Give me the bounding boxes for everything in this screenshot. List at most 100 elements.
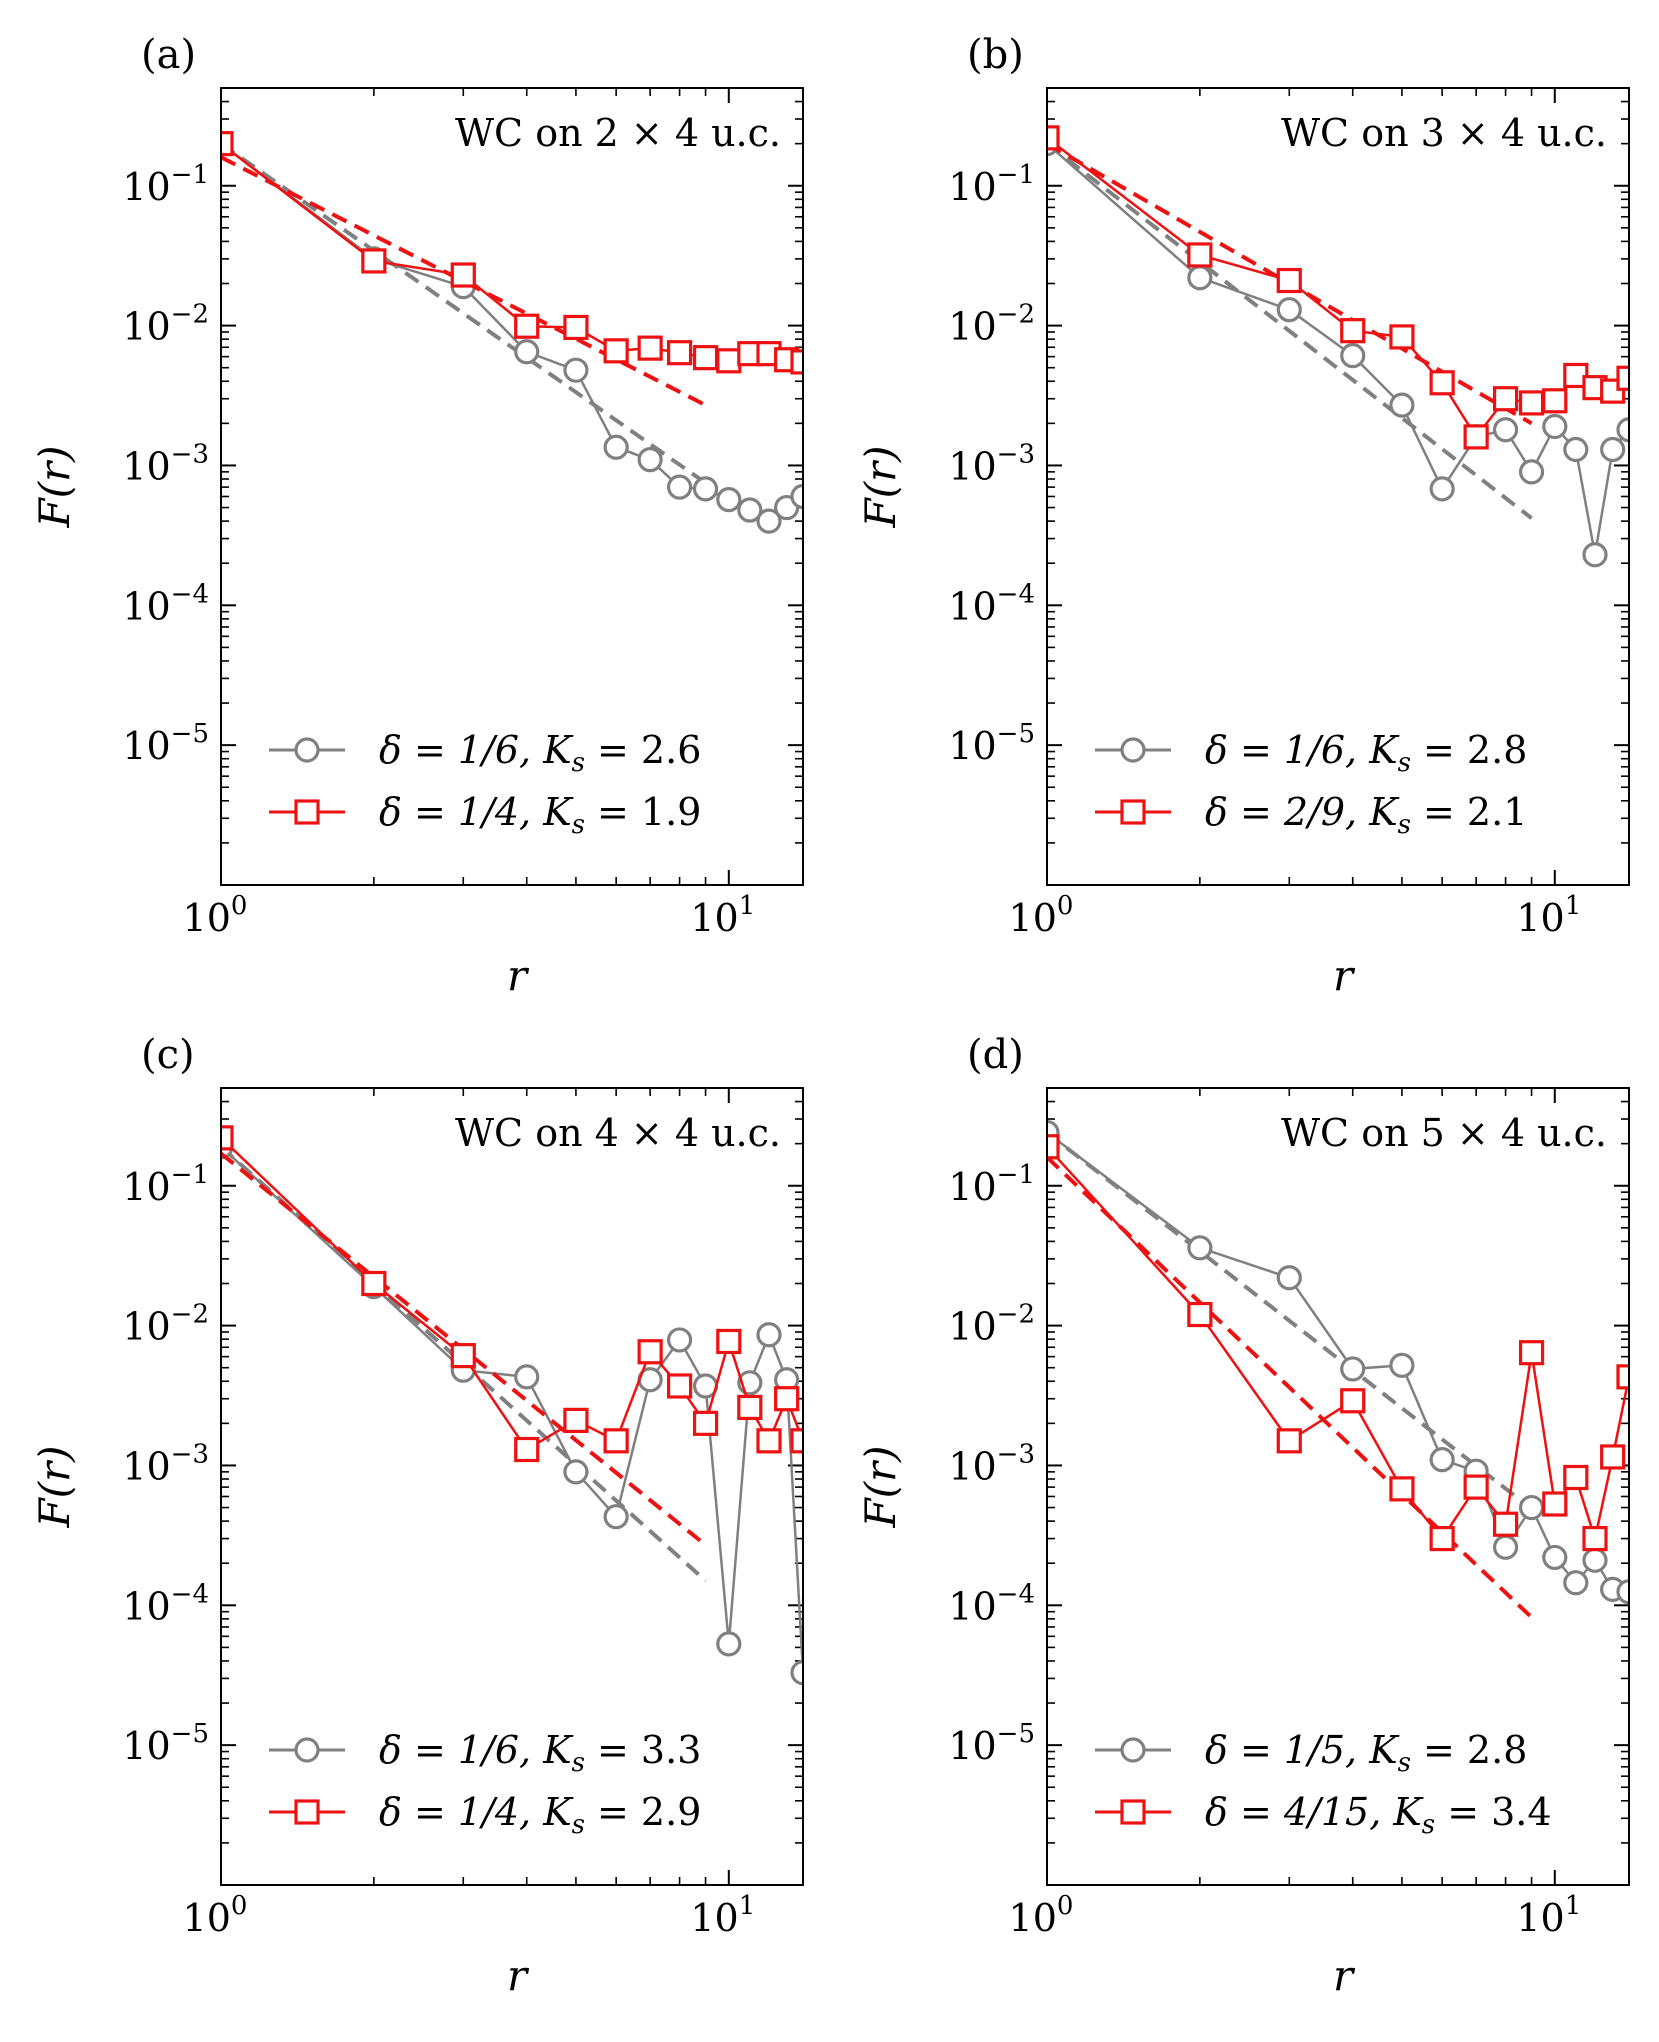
plot-frame bbox=[220, 87, 804, 886]
series-2 bbox=[221, 1125, 803, 1547]
legend-label-main: δ = 1/6, K bbox=[379, 1728, 574, 1772]
x-tick-base: 10 bbox=[183, 896, 231, 940]
y-tick-exponent: −1 bbox=[997, 1160, 1035, 1190]
data-point bbox=[716, 348, 742, 374]
legend-label: δ = 2/9, Ks = 2.1 bbox=[1205, 790, 1527, 840]
data-point bbox=[1429, 1447, 1455, 1473]
x-tick-label: 100 bbox=[1009, 891, 1074, 940]
data-point bbox=[1518, 1494, 1545, 1521]
data-point bbox=[1616, 1364, 1629, 1390]
legend-label: δ = 1/4, Ks = 2.9 bbox=[379, 1790, 701, 1840]
y-tick-exponent: −4 bbox=[171, 1579, 209, 1609]
data-point bbox=[450, 262, 476, 288]
y-tick-base: 10 bbox=[122, 1724, 170, 1768]
y-tick-base: 10 bbox=[948, 1305, 996, 1349]
y-tick-exponent: −5 bbox=[171, 719, 209, 749]
y-tick-base: 10 bbox=[948, 1444, 996, 1488]
legend-label-sub: s bbox=[572, 748, 585, 778]
legend-label-sub: s bbox=[1398, 810, 1411, 840]
data-point bbox=[603, 1428, 629, 1454]
legend: δ = 1/5, Ks = 2.8δ = 4/15, Ks = 3.4 bbox=[1095, 1728, 1552, 1840]
plot-area bbox=[1047, 125, 1629, 568]
data-point bbox=[563, 357, 589, 383]
data-point bbox=[1429, 370, 1455, 396]
data-point bbox=[716, 1328, 742, 1355]
data-point bbox=[1463, 1474, 1489, 1500]
y-tick-base: 10 bbox=[122, 444, 170, 488]
plot-area bbox=[221, 1125, 803, 1686]
data-point bbox=[563, 1459, 589, 1485]
series-line bbox=[1047, 142, 1629, 555]
y-tick-label: 10−2 bbox=[948, 300, 1035, 349]
fit-line bbox=[1047, 142, 1533, 520]
y-tick-label: 10−1 bbox=[122, 1160, 209, 1209]
legend-label-main: δ = 1/6, K bbox=[1205, 728, 1400, 772]
legend-label: δ = 1/6, Ks = 3.3 bbox=[379, 1728, 701, 1778]
legend-label-sub: s bbox=[572, 1810, 585, 1840]
legend-marker bbox=[1120, 1737, 1146, 1763]
legend-label: δ = 1/5, Ks = 2.8 bbox=[1205, 1728, 1527, 1778]
y-tick-base: 10 bbox=[948, 1724, 996, 1768]
legend-marker bbox=[294, 799, 320, 825]
data-point bbox=[1429, 1525, 1455, 1552]
y-tick-base: 10 bbox=[122, 165, 170, 209]
x-tick-base: 10 bbox=[1009, 896, 1057, 940]
series-line bbox=[221, 1136, 803, 1452]
x-tick-exponent: 0 bbox=[1057, 891, 1074, 921]
x-tick-base: 10 bbox=[690, 896, 738, 940]
plot-area bbox=[221, 131, 803, 534]
data-point bbox=[1276, 297, 1302, 323]
data-point bbox=[1187, 1235, 1213, 1261]
legend-label-tail: = 2.6 bbox=[585, 728, 701, 772]
data-point bbox=[637, 335, 663, 361]
y-tick-label: 10−4 bbox=[122, 1579, 209, 1628]
data-point bbox=[1616, 417, 1629, 443]
y-tick-base: 10 bbox=[948, 584, 996, 628]
y-tick-exponent: −4 bbox=[997, 1579, 1035, 1609]
data-point bbox=[514, 1436, 540, 1463]
panel-title: WC on 4 × 4 u.c. bbox=[455, 1111, 781, 1155]
y-tick-label: 10−5 bbox=[948, 1719, 1035, 1768]
data-point bbox=[1582, 1525, 1608, 1552]
y-tick-label: 10−2 bbox=[122, 300, 209, 349]
panel-label: (a) bbox=[141, 32, 196, 78]
legend-marker bbox=[294, 737, 320, 763]
panel-label: (c) bbox=[141, 1032, 195, 1078]
series-2 bbox=[1047, 125, 1629, 450]
y-tick-exponent: −3 bbox=[171, 439, 209, 469]
data-point bbox=[1563, 1464, 1589, 1491]
y-tick-base: 10 bbox=[948, 165, 996, 209]
x-tick-exponent: 1 bbox=[1565, 891, 1582, 921]
y-tick-label: 10−5 bbox=[122, 1719, 209, 1768]
data-point bbox=[1492, 386, 1519, 412]
x-tick-label: 101 bbox=[1516, 891, 1581, 940]
data-point bbox=[692, 1410, 719, 1436]
data-point bbox=[1187, 1301, 1213, 1328]
data-point bbox=[1187, 265, 1213, 291]
series-2 bbox=[1047, 1134, 1629, 1619]
data-point bbox=[1389, 1352, 1415, 1378]
y-tick-label: 10−4 bbox=[948, 1579, 1035, 1628]
data-point bbox=[1616, 1579, 1629, 1605]
y-tick-label: 10−1 bbox=[948, 160, 1035, 209]
legend-marker bbox=[294, 1799, 320, 1825]
legend-label-sub: s bbox=[1422, 1810, 1435, 1840]
y-tick-base: 10 bbox=[122, 1444, 170, 1488]
legend: δ = 1/6, Ks = 2.6δ = 1/4, Ks = 1.9 bbox=[269, 728, 701, 840]
series-1 bbox=[1047, 131, 1629, 568]
data-point bbox=[1047, 125, 1060, 151]
data-point bbox=[637, 447, 663, 473]
data-point bbox=[1542, 1544, 1568, 1571]
x-axis-label: r bbox=[507, 951, 530, 1000]
data-point bbox=[1389, 324, 1415, 350]
data-point bbox=[1389, 1476, 1415, 1502]
legend-label: δ = 1/4, Ks = 1.9 bbox=[379, 790, 701, 840]
y-tick-label: 10−2 bbox=[122, 1300, 209, 1349]
y-axis-label: F(r) bbox=[30, 446, 79, 529]
data-point bbox=[666, 340, 693, 366]
data-point bbox=[756, 508, 782, 534]
y-tick-exponent: −3 bbox=[171, 1439, 209, 1469]
x-axis-label: r bbox=[1333, 1951, 1356, 2000]
